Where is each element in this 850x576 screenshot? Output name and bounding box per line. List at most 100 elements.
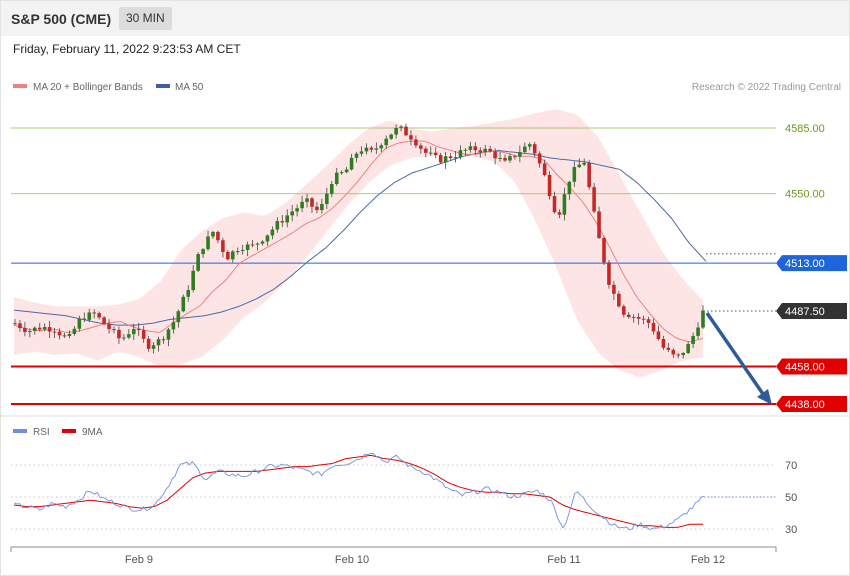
candle-body (527, 144, 532, 147)
candle (523, 142, 527, 154)
candle (478, 147, 483, 158)
candle (582, 158, 587, 166)
candle (646, 316, 651, 329)
candle (617, 290, 621, 308)
candle (691, 332, 695, 349)
candle (171, 316, 176, 334)
candle-body (389, 134, 393, 139)
candle-body (448, 156, 453, 159)
level-support-4: 4458.00 (11, 358, 847, 375)
candle-body (300, 201, 304, 209)
candle-body (107, 323, 111, 330)
candle-body (508, 156, 512, 161)
header-bar: S&P 500 (CME) 30 MIN (0, 0, 850, 36)
level-last-3: 4487.50 (703, 303, 847, 320)
candle (349, 154, 354, 171)
candle (552, 191, 557, 214)
candle-body (587, 162, 591, 188)
level-label: 4458.00 (785, 361, 825, 373)
candle-body (131, 329, 136, 335)
candle-body (221, 240, 225, 253)
legend-swatch-ma20 (13, 84, 27, 88)
candle (161, 336, 166, 344)
candle-body (513, 156, 517, 158)
candle (141, 325, 146, 343)
candle (527, 142, 532, 151)
candle (671, 348, 676, 358)
candle-body (206, 236, 210, 250)
candle (399, 125, 403, 132)
candle (458, 145, 463, 160)
candle-body (216, 231, 220, 241)
candle-body (196, 254, 200, 271)
candle-body (438, 155, 443, 163)
candle-body (622, 306, 626, 315)
candle (230, 250, 235, 263)
candle (498, 151, 502, 162)
candle (607, 259, 611, 289)
candle-body (260, 241, 265, 244)
candle-body (290, 211, 294, 216)
candle-body (552, 196, 557, 213)
candle-body (424, 148, 428, 153)
candle (122, 334, 126, 341)
candle-body (503, 157, 507, 161)
candle-body (82, 318, 87, 320)
rsi-panel: 70 50 30 (11, 453, 797, 536)
candle-body (240, 249, 245, 252)
candle-body (161, 339, 166, 341)
candle-body (354, 153, 359, 158)
candle-body (404, 126, 408, 136)
candle-body (379, 145, 384, 149)
x-tick-feb9: Feb 9 (125, 554, 153, 566)
level-label-box (776, 303, 847, 320)
candle (433, 147, 438, 159)
level-label-box (776, 358, 847, 375)
timeframe-badge[interactable]: 30 MIN (119, 7, 172, 30)
candle-body (280, 221, 285, 223)
candle (701, 305, 705, 329)
candle-body (171, 322, 176, 330)
candle (127, 329, 131, 340)
candle (518, 145, 522, 163)
candle (409, 130, 413, 146)
candle (265, 234, 270, 246)
candle (384, 135, 389, 150)
candle (567, 180, 572, 200)
candle (513, 154, 517, 160)
candle-body (493, 151, 497, 159)
candle (641, 315, 646, 325)
candle-body (523, 146, 527, 153)
candle (107, 319, 111, 334)
candle (57, 328, 62, 340)
arrow-shaft (705, 312, 765, 395)
legend-rsi-ma: 9MA (82, 427, 103, 438)
candle-body (537, 153, 542, 164)
candle (428, 146, 433, 156)
rsi-line (13, 453, 705, 531)
research-credit: Research © 2022 Trading Central (692, 82, 841, 93)
candle (146, 336, 151, 352)
candle (676, 353, 681, 359)
candle-body (641, 318, 646, 320)
candle (102, 316, 106, 326)
level-label: 4585.00 (785, 123, 825, 135)
candle-body (295, 208, 299, 212)
candle-body (18, 323, 22, 328)
candle (186, 285, 191, 302)
candle-body (315, 206, 319, 211)
candle (42, 323, 47, 332)
candle (112, 326, 116, 334)
candle (453, 150, 458, 163)
candle (587, 159, 591, 190)
candle (23, 322, 27, 337)
candle (37, 323, 42, 332)
candle-body (374, 148, 379, 150)
candle-body (151, 345, 156, 349)
candle-body (226, 252, 230, 260)
candle-body (13, 323, 17, 325)
level-resistance-1: 4550.00 (11, 189, 825, 201)
candle (117, 326, 121, 344)
candle-body (661, 339, 666, 348)
